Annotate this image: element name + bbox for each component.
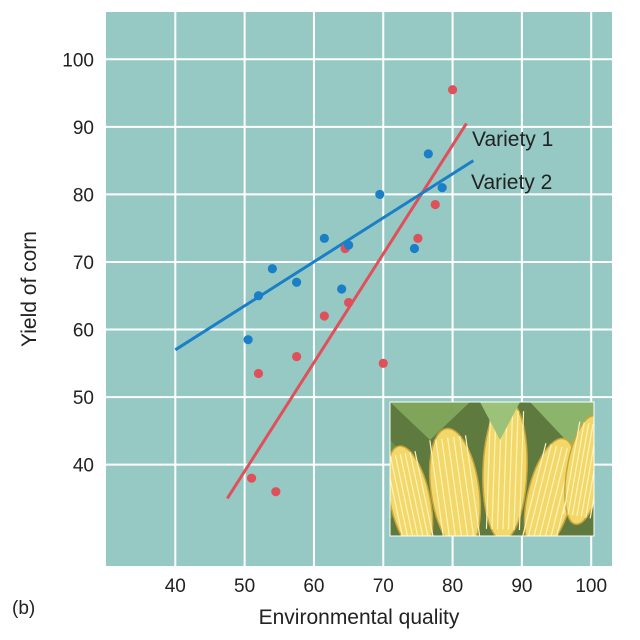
- kernel-row: [435, 439, 452, 536]
- data-point-variety-1: [319, 311, 329, 321]
- kernel-row: [502, 410, 508, 530]
- data-point-variety-1: [413, 233, 423, 243]
- x-tick-label: 70: [373, 576, 394, 597]
- grid: [106, 12, 612, 566]
- kernel-row: [464, 435, 481, 536]
- panel-label: (b): [12, 598, 36, 619]
- data-point-variety-2: [292, 277, 302, 287]
- kernel-row: [521, 443, 547, 536]
- line-labels: Variety 1 Variety 2: [471, 128, 553, 194]
- kernel-row: [526, 444, 552, 536]
- data-point-variety-2: [337, 284, 347, 294]
- kernel-row: [542, 448, 568, 536]
- y-tick-label: 50: [73, 388, 94, 409]
- kernel-row: [576, 423, 594, 517]
- kernel-row: [532, 445, 558, 536]
- data-point-variety-1: [378, 358, 388, 368]
- x-tick-label: 60: [303, 576, 324, 597]
- husk-leaf: [390, 402, 470, 440]
- y-tick-label: 70: [73, 253, 94, 274]
- data-point-variety-1: [344, 297, 354, 308]
- y-tick-label: 100: [62, 50, 94, 71]
- kernel-row: [513, 410, 519, 530]
- kernel-row: [394, 455, 416, 536]
- x-axis-title: Environmental quality: [259, 606, 460, 629]
- kernel-row: [390, 456, 411, 536]
- data-point-variety-1: [271, 487, 281, 497]
- y-tick-label: 80: [73, 185, 94, 206]
- data-point-variety-1: [430, 199, 440, 210]
- y-axis-title: Yield of corn: [18, 231, 41, 347]
- kernel-row: [589, 426, 594, 519]
- kernel-row: [453, 436, 469, 536]
- kernel-row: [409, 452, 431, 536]
- x-tick-label: 50: [234, 576, 255, 597]
- y-tick-label: 90: [73, 118, 94, 139]
- kernel-row: [404, 453, 426, 536]
- line-label-variety-1: Variety 1: [472, 128, 553, 151]
- husk-leaf: [480, 402, 520, 440]
- data-point-variety-2: [375, 189, 385, 200]
- kernel-row: [390, 457, 406, 536]
- kernel-row: [562, 421, 581, 514]
- data-point-variety-2: [267, 264, 277, 274]
- kernel-row: [537, 447, 563, 536]
- y-tick-label: 60: [73, 321, 94, 342]
- y-tick-labels: 40 50 60 70 80 90 100: [62, 50, 94, 476]
- fit-line-variety-2: [174, 159, 475, 352]
- kernel-row: [458, 436, 475, 536]
- data-points: [243, 85, 458, 497]
- x-tick-label: 90: [511, 576, 532, 597]
- data-point-variety-2: [319, 233, 329, 243]
- data-point-variety-2: [253, 291, 264, 301]
- data-point-variety-1: [246, 473, 257, 483]
- kernel-row: [447, 437, 463, 536]
- data-point-variety-1: [447, 85, 458, 95]
- kernel-row: [485, 409, 492, 529]
- fit-lines: [174, 122, 475, 500]
- data-point-variety-1: [292, 351, 302, 362]
- x-tick-label: 40: [165, 576, 186, 597]
- data-point-variety-2: [409, 243, 420, 254]
- kernel-row: [567, 422, 585, 515]
- data-point-variety-2: [437, 183, 447, 193]
- data-point-variety-2: [243, 335, 253, 345]
- kernel-row: [518, 411, 525, 531]
- fit-line-variety-1: [226, 122, 468, 500]
- x-tick-labels: 40 50 60 70 80 90 100: [165, 576, 607, 597]
- kernel-row: [414, 451, 435, 536]
- kernel-row: [571, 423, 590, 516]
- kernel-row: [399, 454, 421, 536]
- corn-photo: [389, 401, 595, 537]
- kernel-row: [580, 424, 594, 517]
- kernel-row: [507, 410, 514, 530]
- photo-frame: [389, 401, 595, 537]
- data-point-variety-2: [423, 149, 433, 159]
- data-point-variety-1: [253, 368, 264, 379]
- kernel-row: [429, 440, 446, 536]
- y-tick-label: 40: [73, 456, 94, 477]
- x-tick-label: 100: [575, 576, 607, 597]
- line-label-variety-2: Variety 2: [471, 171, 552, 194]
- kernel-row: [441, 438, 457, 536]
- data-point-variety-2: [344, 240, 354, 250]
- x-tick-label: 80: [442, 576, 463, 597]
